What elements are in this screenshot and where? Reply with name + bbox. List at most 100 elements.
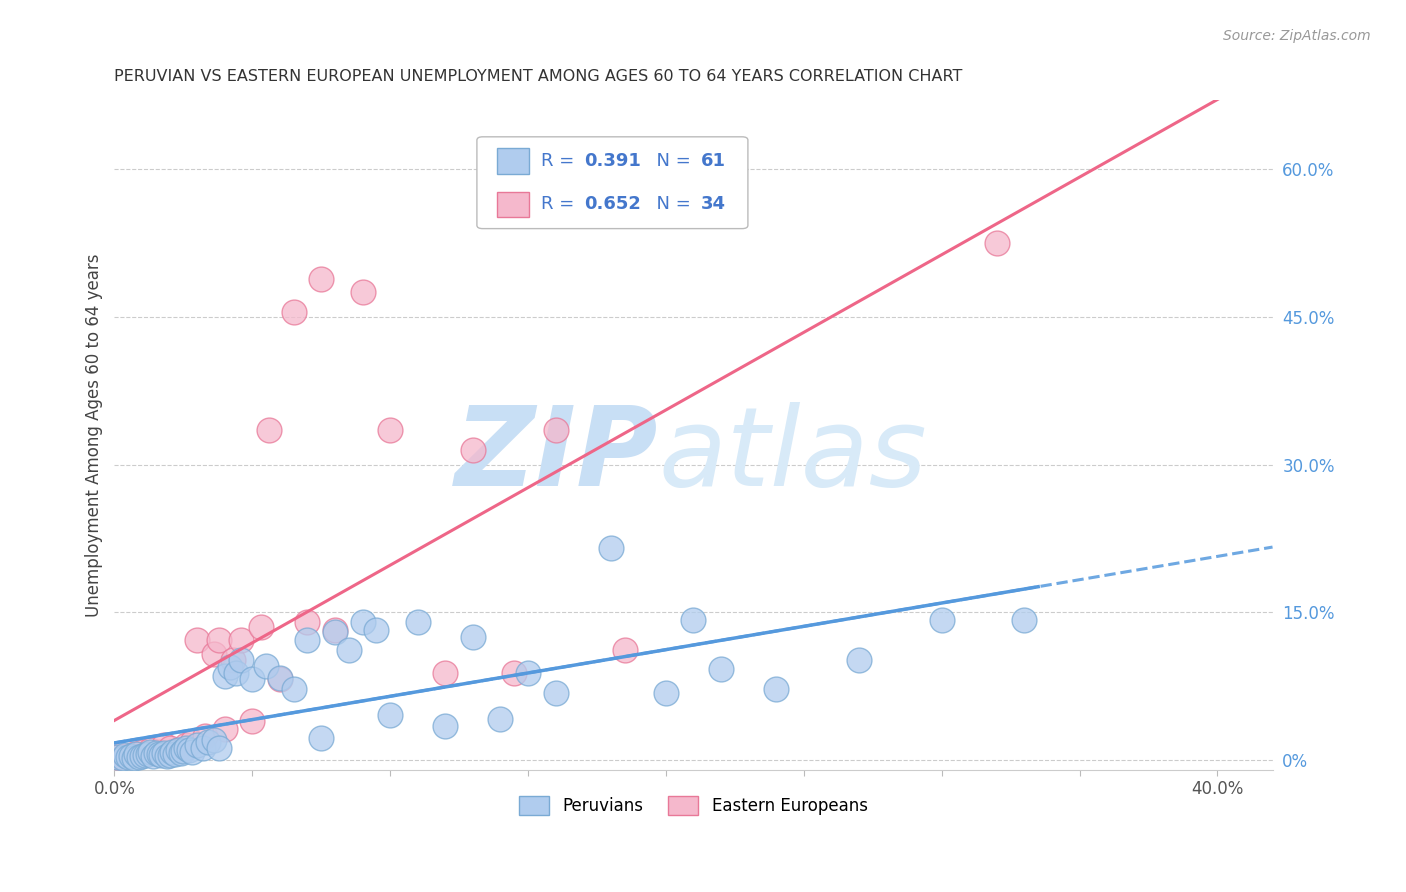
FancyBboxPatch shape — [477, 136, 748, 228]
Point — [366, 623, 388, 637]
Point — [352, 615, 374, 630]
Point — [231, 653, 253, 667]
Point — [222, 653, 245, 667]
Point — [180, 745, 202, 759]
Point — [461, 442, 484, 457]
Point — [202, 647, 225, 661]
Point — [219, 659, 242, 673]
Point — [765, 682, 787, 697]
Point — [131, 745, 153, 759]
Point — [269, 673, 291, 687]
Point — [214, 669, 236, 683]
Point — [145, 746, 167, 760]
Point — [378, 707, 401, 722]
Point — [186, 739, 208, 753]
Point — [172, 744, 194, 758]
Point — [378, 423, 401, 437]
Point — [986, 235, 1008, 250]
Point — [169, 746, 191, 760]
Point — [117, 750, 139, 764]
Point — [114, 749, 136, 764]
Point — [177, 743, 200, 757]
Point — [120, 749, 142, 764]
Point — [406, 615, 429, 630]
Point — [148, 745, 170, 759]
Point — [153, 739, 176, 753]
Text: 61: 61 — [700, 152, 725, 170]
Point — [139, 745, 162, 759]
Point — [153, 746, 176, 760]
Point — [174, 739, 197, 753]
Point — [166, 743, 188, 757]
Point — [249, 620, 271, 634]
Point — [136, 747, 159, 762]
Point — [148, 747, 170, 762]
Point — [599, 541, 621, 556]
Point — [186, 632, 208, 647]
Point — [309, 731, 332, 746]
Text: 0.391: 0.391 — [585, 152, 641, 170]
Point — [105, 750, 128, 764]
Point — [682, 613, 704, 627]
Point — [613, 642, 636, 657]
Point — [134, 748, 156, 763]
Point — [655, 686, 678, 700]
Point — [139, 743, 162, 757]
Point — [240, 714, 263, 728]
Point — [297, 632, 319, 647]
Text: N =: N = — [645, 152, 696, 170]
FancyBboxPatch shape — [496, 148, 529, 174]
Point — [159, 741, 181, 756]
Point — [197, 735, 219, 749]
Point — [434, 719, 457, 733]
Point — [225, 666, 247, 681]
Text: Source: ZipAtlas.com: Source: ZipAtlas.com — [1223, 29, 1371, 44]
Point — [848, 653, 870, 667]
Text: N =: N = — [645, 195, 696, 213]
Point — [202, 733, 225, 747]
Point — [269, 671, 291, 685]
Point — [150, 748, 173, 763]
Text: 0.652: 0.652 — [585, 195, 641, 213]
Point — [323, 625, 346, 640]
Text: ZIP: ZIP — [456, 401, 659, 508]
Point — [156, 749, 179, 764]
Point — [105, 750, 128, 764]
Point — [323, 623, 346, 637]
Point — [131, 749, 153, 764]
Point — [1014, 613, 1036, 627]
Point — [544, 686, 567, 700]
Point — [125, 747, 148, 762]
Point — [231, 632, 253, 647]
Point — [194, 729, 217, 743]
Point — [214, 722, 236, 736]
Point — [337, 642, 360, 657]
Point — [503, 666, 526, 681]
Point — [159, 748, 181, 763]
Point — [283, 305, 305, 319]
Text: R =: R = — [540, 152, 579, 170]
Text: atlas: atlas — [659, 401, 928, 508]
Text: PERUVIAN VS EASTERN EUROPEAN UNEMPLOYMENT AMONG AGES 60 TO 64 YEARS CORRELATION : PERUVIAN VS EASTERN EUROPEAN UNEMPLOYMEN… — [114, 69, 963, 84]
Legend: Peruvians, Eastern Europeans: Peruvians, Eastern Europeans — [512, 789, 875, 822]
Point — [111, 751, 134, 765]
Point — [165, 747, 187, 762]
Point — [122, 751, 145, 765]
Text: 34: 34 — [700, 195, 725, 213]
Point — [180, 735, 202, 749]
Point — [257, 423, 280, 437]
FancyBboxPatch shape — [496, 192, 529, 218]
Point — [544, 423, 567, 437]
Point — [240, 673, 263, 687]
Point — [122, 747, 145, 762]
Point — [142, 749, 165, 764]
Point — [191, 741, 214, 756]
Point — [114, 748, 136, 763]
Point — [297, 615, 319, 630]
Point — [517, 666, 540, 681]
Point — [128, 750, 150, 764]
Y-axis label: Unemployment Among Ages 60 to 64 years: Unemployment Among Ages 60 to 64 years — [86, 253, 103, 616]
Text: R =: R = — [540, 195, 579, 213]
Point — [931, 613, 953, 627]
Point — [208, 632, 231, 647]
